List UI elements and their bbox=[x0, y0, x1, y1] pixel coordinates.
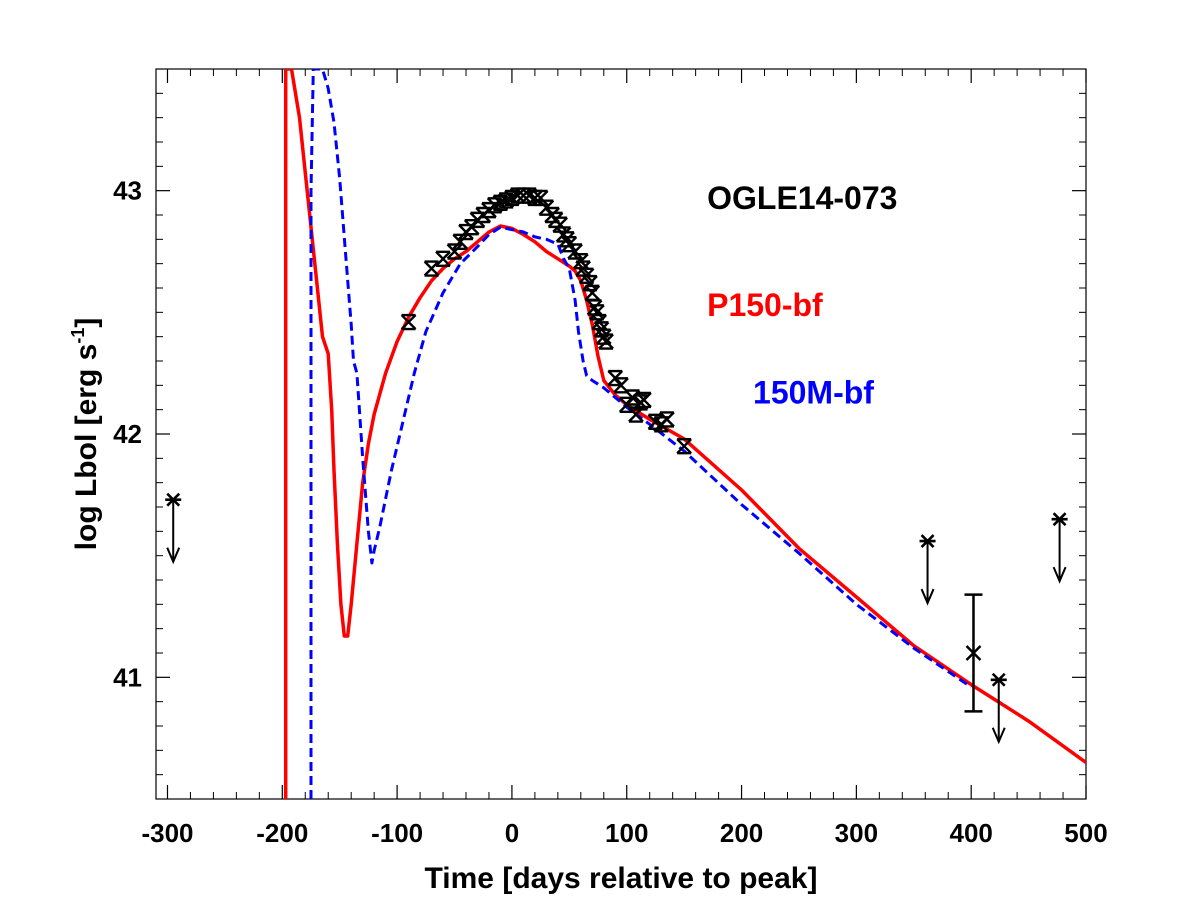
observation-point bbox=[552, 216, 568, 233]
y-axis-title: log Lbol [erg s-1] bbox=[68, 318, 103, 551]
series-line-150m-bf bbox=[309, 69, 973, 799]
observation-point bbox=[595, 328, 612, 345]
y-axis-title-main: log Lbol [erg s bbox=[70, 344, 103, 551]
y-axis-title-superscript: -1 bbox=[68, 328, 88, 344]
observation-point bbox=[532, 189, 549, 207]
upper-limit-marker bbox=[990, 672, 1007, 745]
observation-point bbox=[613, 377, 629, 394]
observation-point bbox=[423, 260, 440, 277]
observation-point bbox=[521, 187, 537, 204]
measurement-with-error-bar bbox=[964, 593, 983, 713]
x-tick-label: 0 bbox=[505, 818, 519, 848]
observation-point bbox=[589, 304, 605, 321]
observation-point bbox=[586, 299, 603, 316]
observation-point bbox=[647, 413, 664, 431]
observation-point bbox=[435, 250, 451, 267]
observation-point bbox=[636, 391, 652, 409]
observation-point bbox=[452, 233, 469, 250]
annotation-label: OGLE14-073 bbox=[707, 180, 897, 216]
annotations: OGLE14-073 P150-bf 150M-bf bbox=[707, 180, 897, 411]
plot-area bbox=[165, 69, 1086, 799]
observation-point bbox=[624, 389, 641, 406]
x-tick-label: -200 bbox=[256, 818, 308, 848]
observation-point bbox=[676, 437, 692, 455]
observation-point bbox=[598, 333, 614, 350]
observation-point bbox=[582, 274, 598, 292]
observation-point bbox=[400, 313, 417, 331]
x-tick-label: 300 bbox=[835, 818, 878, 848]
axis-tick-labels: -300 -200 -100 0 100 200 300 400 500 41 42 43 bbox=[113, 176, 1108, 848]
y-tick-label: 43 bbox=[113, 176, 142, 206]
observation-point bbox=[567, 243, 583, 260]
upper-limit-marker bbox=[165, 492, 182, 565]
observation-point bbox=[504, 189, 520, 207]
observation-point bbox=[446, 243, 463, 260]
observation-point bbox=[492, 194, 509, 212]
x-tick-label: 200 bbox=[720, 818, 763, 848]
observation-point bbox=[498, 192, 515, 209]
upper-limit-marker bbox=[1051, 512, 1068, 584]
axis-ticks bbox=[156, 68, 1087, 799]
observation-point bbox=[486, 197, 503, 214]
x-tick-label: 100 bbox=[605, 818, 648, 848]
x-tick-label: 400 bbox=[949, 818, 992, 848]
observation-point bbox=[628, 406, 644, 423]
y-tick-label: 41 bbox=[113, 662, 142, 692]
x-tick-label: -100 bbox=[371, 818, 423, 848]
observation-point bbox=[659, 411, 675, 428]
observation-point bbox=[527, 189, 543, 207]
upper-limit-marker bbox=[919, 534, 936, 606]
annotation-label: P150-bf bbox=[707, 287, 823, 323]
x-axis-title: Time [days relative to peak] bbox=[425, 862, 818, 895]
x-tick-label: -300 bbox=[141, 818, 193, 848]
observation-point bbox=[584, 284, 601, 302]
observation-point bbox=[509, 187, 526, 204]
observation-point bbox=[515, 187, 532, 204]
observation-point bbox=[559, 231, 575, 248]
x-tick-label: 500 bbox=[1064, 818, 1107, 848]
annotation-label: 150M-bf bbox=[753, 375, 874, 411]
y-axis-title-end: ] bbox=[70, 318, 103, 328]
y-tick-label: 42 bbox=[113, 419, 142, 449]
